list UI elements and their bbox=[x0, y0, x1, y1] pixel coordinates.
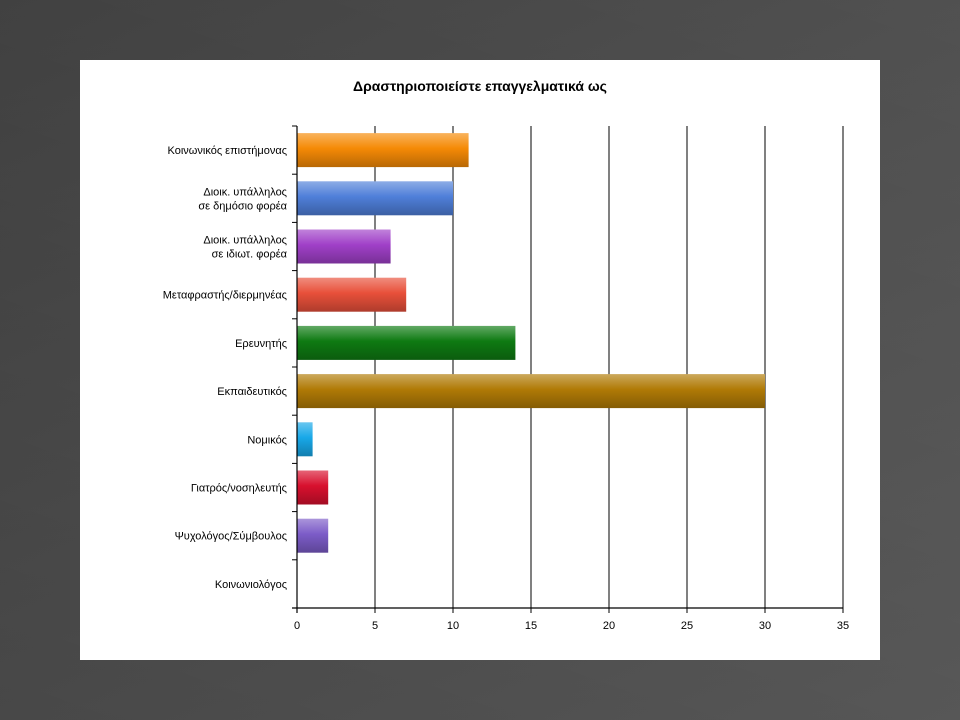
bar bbox=[297, 133, 469, 168]
category-label: Διοικ. υπάλληλος σε ιδιωτ. φορέα bbox=[203, 235, 287, 261]
bar bbox=[297, 277, 407, 312]
category-label: Νομικός bbox=[247, 434, 287, 446]
category-label: Ερευνητής bbox=[235, 338, 287, 350]
bar bbox=[297, 470, 329, 505]
x-tick-label: 20 bbox=[603, 620, 615, 632]
x-tick-label: 15 bbox=[525, 620, 537, 632]
category-label: Κοινωνικός επιστήμονας bbox=[168, 145, 287, 157]
slide-canvas bbox=[80, 60, 880, 660]
bar bbox=[297, 229, 391, 264]
bar bbox=[297, 325, 516, 360]
axis-layer bbox=[292, 125, 844, 613]
category-label: Διοικ. υπάλληλος σε δημόσιο φορέα bbox=[198, 186, 287, 212]
category-label: Εκπαιδευτικός bbox=[217, 386, 287, 398]
category-label: Μεταφραστής/διερμηνέας bbox=[163, 290, 287, 302]
category-label: Κοινωνιολόγος bbox=[215, 579, 287, 591]
x-tick-label: 25 bbox=[681, 620, 693, 632]
x-tick-label: 10 bbox=[447, 620, 459, 632]
labels-layer: 0 5 10 15 20 25 30 35 Κοινωνικός επιστήμονας Διοι… bbox=[163, 145, 849, 632]
category-label: Γιατρός/νοσηλευτής bbox=[191, 483, 287, 495]
bar bbox=[297, 518, 329, 553]
x-tick-label: 30 bbox=[759, 620, 771, 632]
x-tick-label: 0 bbox=[294, 620, 300, 632]
x-tick-label: 35 bbox=[837, 620, 849, 632]
bar bbox=[297, 422, 313, 457]
bar bbox=[297, 374, 765, 409]
bar bbox=[297, 181, 453, 216]
chart-title: Δραστηριοποιείστε επαγγελματικά ως bbox=[353, 78, 607, 94]
bars-layer bbox=[297, 133, 765, 553]
grid-layer bbox=[374, 126, 844, 608]
category-label: Ψυχολόγος/Σύμβουλος bbox=[175, 531, 287, 543]
x-tick-label: 5 bbox=[372, 620, 378, 632]
